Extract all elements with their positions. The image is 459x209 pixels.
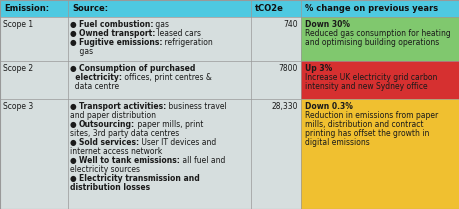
- Text: ●: ●: [70, 20, 79, 29]
- Text: gas: gas: [153, 20, 169, 29]
- Bar: [251, 0, 300, 17]
- Text: Outsourcing:: Outsourcing:: [79, 120, 135, 129]
- Text: business travel: business travel: [166, 102, 226, 111]
- Bar: [68, 61, 251, 99]
- Text: ●: ●: [70, 174, 79, 183]
- Text: electricity sources: electricity sources: [70, 165, 140, 174]
- Text: all fuel and: all fuel and: [179, 156, 225, 165]
- Text: Up 3%: Up 3%: [304, 64, 331, 73]
- Text: ●: ●: [70, 38, 79, 47]
- Text: Source:: Source:: [72, 4, 108, 13]
- Text: distribution losses: distribution losses: [70, 183, 150, 192]
- Bar: [300, 0, 459, 17]
- Text: % change on previous years: % change on previous years: [304, 4, 437, 13]
- Text: gas: gas: [70, 47, 93, 56]
- Text: Scope 1: Scope 1: [3, 20, 33, 29]
- Text: Increase UK electricity grid carbon: Increase UK electricity grid carbon: [304, 73, 437, 82]
- Text: Down 0.3%: Down 0.3%: [304, 102, 352, 111]
- Text: Sold services:: Sold services:: [79, 138, 139, 147]
- Text: Well to tank emissions:: Well to tank emissions:: [79, 156, 179, 165]
- Bar: [300, 61, 459, 99]
- Bar: [251, 17, 300, 61]
- Text: Electricity transmission and: Electricity transmission and: [79, 174, 199, 183]
- Bar: [0, 99, 68, 209]
- Bar: [300, 99, 459, 209]
- Text: 740: 740: [283, 20, 297, 29]
- Text: data centre: data centre: [70, 82, 119, 91]
- Text: ●: ●: [70, 29, 79, 38]
- Bar: [68, 99, 251, 209]
- Bar: [251, 61, 300, 99]
- Text: Scope 3: Scope 3: [3, 102, 33, 111]
- Text: intensity and new Sydney office: intensity and new Sydney office: [304, 82, 427, 91]
- Text: Emission:: Emission:: [4, 4, 49, 13]
- Text: mills, distribution and contract: mills, distribution and contract: [304, 120, 423, 129]
- Text: Fuel combustion:: Fuel combustion:: [79, 20, 153, 29]
- Text: ●: ●: [70, 120, 79, 129]
- Text: ●: ●: [70, 102, 79, 111]
- Text: and paper distribution: and paper distribution: [70, 111, 156, 120]
- Text: refrigeration: refrigeration: [162, 38, 213, 47]
- Text: 7800: 7800: [278, 64, 297, 73]
- Text: User IT devices and: User IT devices and: [139, 138, 216, 147]
- Text: Consumption of purchased: Consumption of purchased: [79, 64, 195, 73]
- Text: Down 30%: Down 30%: [304, 20, 349, 29]
- Text: Fugitive emissions:: Fugitive emissions:: [79, 38, 162, 47]
- Bar: [68, 17, 251, 61]
- Text: Transport activities:: Transport activities:: [79, 102, 166, 111]
- Text: Scope 2: Scope 2: [3, 64, 33, 73]
- Text: ●: ●: [70, 64, 79, 73]
- Text: and optimising building operations: and optimising building operations: [304, 38, 438, 47]
- Text: digital emissions: digital emissions: [304, 138, 369, 147]
- Text: Reduction in emissions from paper: Reduction in emissions from paper: [304, 111, 437, 120]
- Text: offices, print centres &: offices, print centres &: [122, 73, 212, 82]
- Bar: [0, 17, 68, 61]
- Text: sites, 3rd party data centres: sites, 3rd party data centres: [70, 129, 179, 138]
- Text: tCO2e: tCO2e: [254, 4, 283, 13]
- Text: electricity:: electricity:: [70, 73, 122, 82]
- Text: 28,330: 28,330: [271, 102, 297, 111]
- Bar: [0, 61, 68, 99]
- Text: leased cars: leased cars: [155, 29, 201, 38]
- Bar: [0, 0, 68, 17]
- Text: Reduced gas consumption for heating: Reduced gas consumption for heating: [304, 29, 450, 38]
- Bar: [300, 17, 459, 61]
- Bar: [68, 0, 251, 17]
- Text: ●: ●: [70, 138, 79, 147]
- Text: ●: ●: [70, 156, 79, 165]
- Text: Owned transport:: Owned transport:: [79, 29, 155, 38]
- Text: paper mills, print: paper mills, print: [135, 120, 203, 129]
- Text: printing has offset the growth in: printing has offset the growth in: [304, 129, 428, 138]
- Text: internet access network: internet access network: [70, 147, 162, 156]
- Bar: [251, 99, 300, 209]
